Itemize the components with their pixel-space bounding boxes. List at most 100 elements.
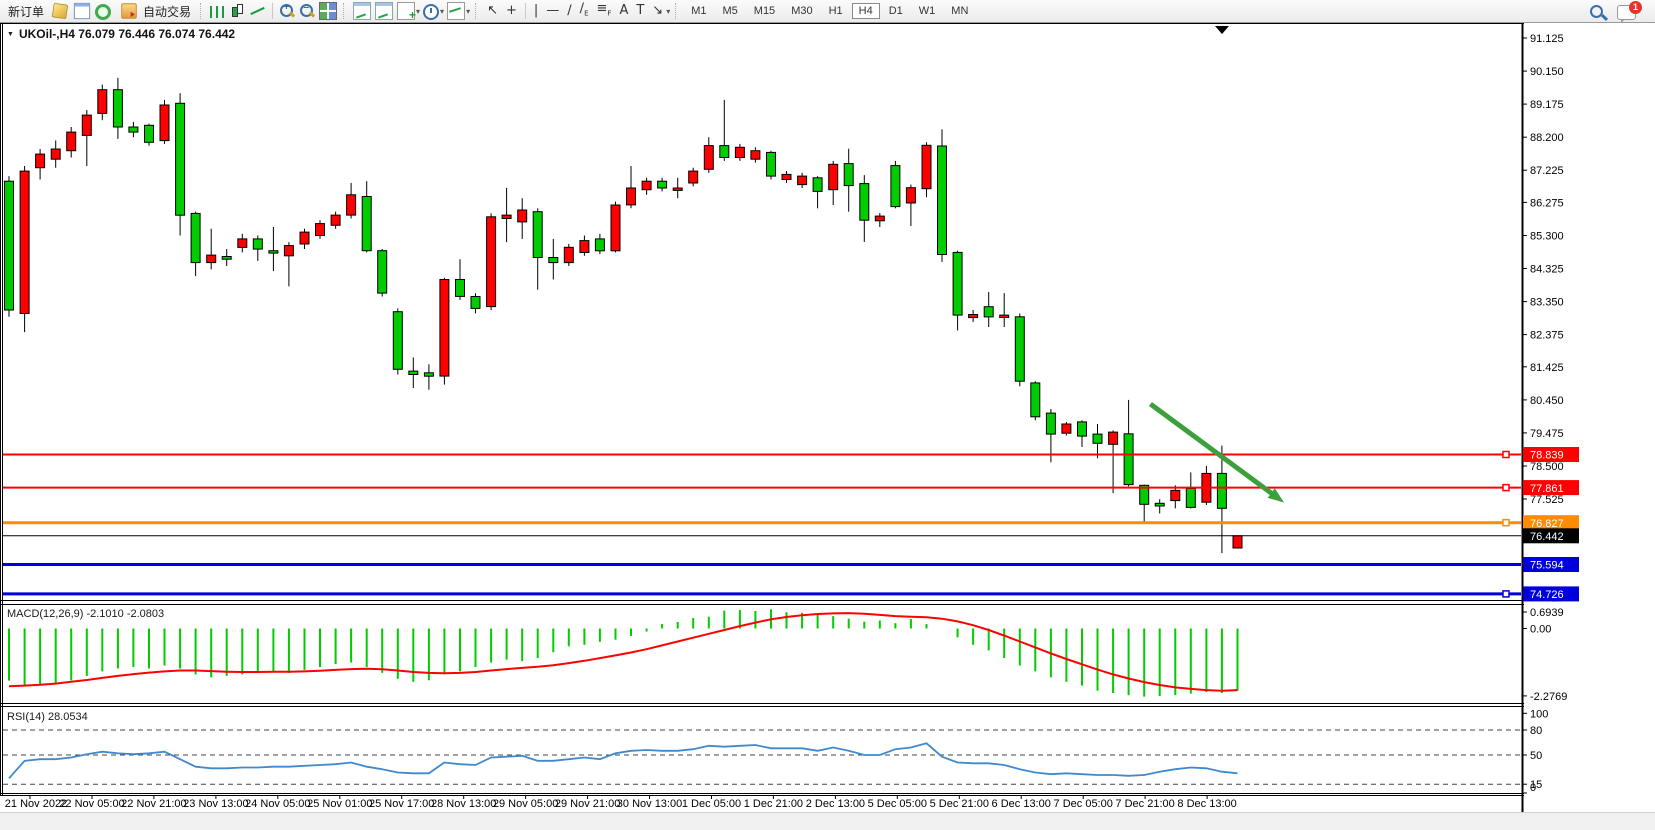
svg-text:77.525: 77.525 bbox=[1530, 494, 1564, 506]
tab-timeframe-mn[interactable]: MN bbox=[951, 5, 969, 17]
tab-timeframe-m30[interactable]: M30 bbox=[791, 5, 813, 17]
text-label-icon[interactable]: T bbox=[636, 3, 645, 18]
window-bottom-strip bbox=[0, 812, 1655, 826]
price-badge-76.442: 76.442 bbox=[1523, 528, 1579, 544]
tab-timeframe-h1[interactable]: H1 bbox=[828, 5, 843, 17]
vertical-line-icon[interactable]: | bbox=[533, 3, 539, 18]
tab-timeframe-m15[interactable]: M15 bbox=[753, 5, 776, 17]
svg-text:24 Nov 05:00: 24 Nov 05:00 bbox=[245, 798, 310, 810]
svg-text:0: 0 bbox=[1530, 782, 1536, 794]
horizontal-line-76.827[interactable] bbox=[3, 518, 1521, 527]
svg-text:29 Nov 21:00: 29 Nov 21:00 bbox=[555, 798, 620, 810]
candlestick-chart-icon[interactable] bbox=[230, 3, 246, 19]
svg-text:77.861: 77.861 bbox=[1530, 483, 1564, 495]
tab-timeframe-m5[interactable]: M5 bbox=[722, 5, 738, 17]
price-axis-column[interactable] bbox=[1525, 23, 1655, 812]
periods-clock-icon[interactable] bbox=[423, 3, 440, 20]
chart-symbol-title: UKOil-,H4 76.079 76.446 76.074 76.442 bbox=[7, 27, 235, 41]
tab-timeframe-d1[interactable]: D1 bbox=[888, 5, 903, 17]
chat-icon[interactable]: 1 bbox=[1617, 0, 1642, 23]
charts-profile-icon[interactable] bbox=[353, 2, 372, 20]
svg-text:22 Nov 05:00: 22 Nov 05:00 bbox=[59, 798, 124, 810]
tab-timeframe-h4[interactable]: H4 bbox=[851, 3, 880, 19]
chevron-down-icon[interactable]: ▾ bbox=[416, 6, 421, 16]
toolbar-group-handle bbox=[200, 3, 204, 19]
cursor-icon[interactable]: ↖ bbox=[487, 3, 498, 18]
horizontal-line-78.839[interactable] bbox=[3, 450, 1521, 459]
rsi-layer: 100 80 50 150 bbox=[3, 708, 1548, 794]
price-badge-74.726: 74.726 bbox=[1523, 586, 1579, 602]
svg-text:83.350: 83.350 bbox=[1530, 297, 1564, 309]
tile-windows-icon[interactable] bbox=[319, 2, 338, 20]
trendline-icon[interactable]: ∕ bbox=[567, 3, 572, 18]
bar-chart-icon[interactable] bbox=[210, 6, 227, 18]
horizontal-line-77.861[interactable] bbox=[3, 483, 1521, 492]
market-watch-icon[interactable] bbox=[51, 2, 69, 20]
data-window-icon[interactable] bbox=[73, 2, 91, 20]
toolbar-group-handle bbox=[675, 3, 679, 19]
svg-text:90.150: 90.150 bbox=[1530, 66, 1564, 78]
chevron-down-icon[interactable]: ▾ bbox=[440, 6, 445, 16]
price-badge-75.594: 75.594 bbox=[1523, 557, 1579, 572]
svg-text:28 Nov 13:00: 28 Nov 13:00 bbox=[431, 798, 496, 810]
new-chart-icon[interactable] bbox=[397, 2, 416, 22]
svg-text:74.726: 74.726 bbox=[1530, 589, 1564, 601]
svg-text:30 Nov 13:00: 30 Nov 13:00 bbox=[617, 798, 682, 810]
svg-text:80.450: 80.450 bbox=[1530, 395, 1564, 407]
svg-text:6 Dec 13:00: 6 Dec 13:00 bbox=[992, 798, 1051, 810]
svg-text:82.375: 82.375 bbox=[1530, 330, 1564, 342]
chevron-down-icon[interactable]: ▾ bbox=[666, 6, 671, 16]
svg-text:23 Nov 13:00: 23 Nov 13:00 bbox=[183, 798, 248, 810]
price-badge-76.827: 76.827 bbox=[1523, 515, 1579, 531]
svg-text:0.6939: 0.6939 bbox=[1530, 607, 1564, 619]
rsi-indicator-label: RSI(14) 28.0534 bbox=[7, 711, 88, 723]
chevron-down-icon[interactable]: ▾ bbox=[466, 6, 471, 16]
toolbar-group-handle bbox=[475, 3, 479, 19]
price-axis: 91.125 90.150 89.175 88.200 87.225 86.275 85.3… bbox=[1522, 33, 1579, 604]
navigator-icon[interactable] bbox=[95, 3, 112, 20]
equidistant-channel-icon[interactable]: ∕E bbox=[579, 0, 589, 18]
svg-text:76.442: 76.442 bbox=[1530, 531, 1564, 543]
line-chart-icon[interactable] bbox=[250, 3, 266, 19]
zoom-out-icon[interactable] bbox=[299, 2, 316, 19]
macd-indicator-label: MACD(12,26,9) -2.1010 -2.0803 bbox=[7, 608, 165, 620]
horizontal-line-icon[interactable]: — bbox=[546, 3, 560, 18]
indicators-icon[interactable] bbox=[447, 2, 466, 20]
horizontal-line-74.726[interactable] bbox=[3, 590, 1521, 598]
zoom-in-icon[interactable] bbox=[279, 2, 296, 19]
profiles-icon[interactable] bbox=[375, 2, 394, 20]
svg-text:7 Dec 21:00: 7 Dec 21:00 bbox=[1115, 798, 1174, 810]
svg-text:22 Nov 21:00: 22 Nov 21:00 bbox=[121, 798, 186, 810]
chart-shift-marker[interactable] bbox=[1215, 26, 1229, 34]
svg-text:8 Dec 13:00: 8 Dec 13:00 bbox=[1177, 798, 1236, 810]
svg-text:91.125: 91.125 bbox=[1530, 33, 1564, 45]
svg-text:50: 50 bbox=[1530, 750, 1542, 762]
svg-text:-2.2769: -2.2769 bbox=[1530, 691, 1567, 703]
crosshair-icon[interactable]: + bbox=[505, 3, 517, 18]
svg-text:5 Dec 21:00: 5 Dec 21:00 bbox=[930, 798, 989, 810]
chart-window[interactable]: UKOil-,H4 76.079 76.446 76.074 76.442 MA… bbox=[0, 23, 1655, 826]
tab-timeframe-w1[interactable]: W1 bbox=[918, 5, 936, 17]
svg-text:78.500: 78.500 bbox=[1530, 461, 1564, 473]
fibonacci-icon[interactable]: ≡F bbox=[596, 0, 612, 18]
svg-text:88.200: 88.200 bbox=[1530, 132, 1564, 144]
tab-timeframe-m1[interactable]: M1 bbox=[691, 5, 707, 17]
svg-text:7 Dec 05:00: 7 Dec 05:00 bbox=[1054, 798, 1113, 810]
trend-arrow-annotation[interactable] bbox=[1148, 401, 1285, 503]
arrow-objects-icon[interactable]: ↘ bbox=[652, 3, 664, 18]
chart-canvas[interactable]: 91.125 90.150 89.175 88.200 87.225 86.275 85.3… bbox=[0, 23, 1655, 825]
svg-text:1 Dec 05:00: 1 Dec 05:00 bbox=[682, 798, 741, 810]
svg-text:25 Nov 01:00: 25 Nov 01:00 bbox=[307, 798, 372, 810]
svg-text:75.594: 75.594 bbox=[1530, 560, 1564, 572]
toolbar-group-handle bbox=[343, 3, 347, 19]
text-icon[interactable]: A bbox=[619, 3, 629, 18]
svg-text:87.225: 87.225 bbox=[1530, 165, 1564, 177]
svg-text:100: 100 bbox=[1530, 708, 1548, 720]
search-icon[interactable] bbox=[1590, 4, 1603, 18]
new-order-button[interactable]: 新订单 bbox=[3, 1, 49, 22]
price-badge-78.839: 78.839 bbox=[1523, 447, 1579, 462]
autotrading-label: 自动交易 bbox=[143, 4, 192, 19]
toolbar: 新订单 自动交易 ▾ ▾ ▾ ↖ + | — ∕ ∕E ≡F A T ↘▾ M1… bbox=[0, 0, 1655, 23]
autotrading-button[interactable]: 自动交易 bbox=[113, 0, 196, 22]
